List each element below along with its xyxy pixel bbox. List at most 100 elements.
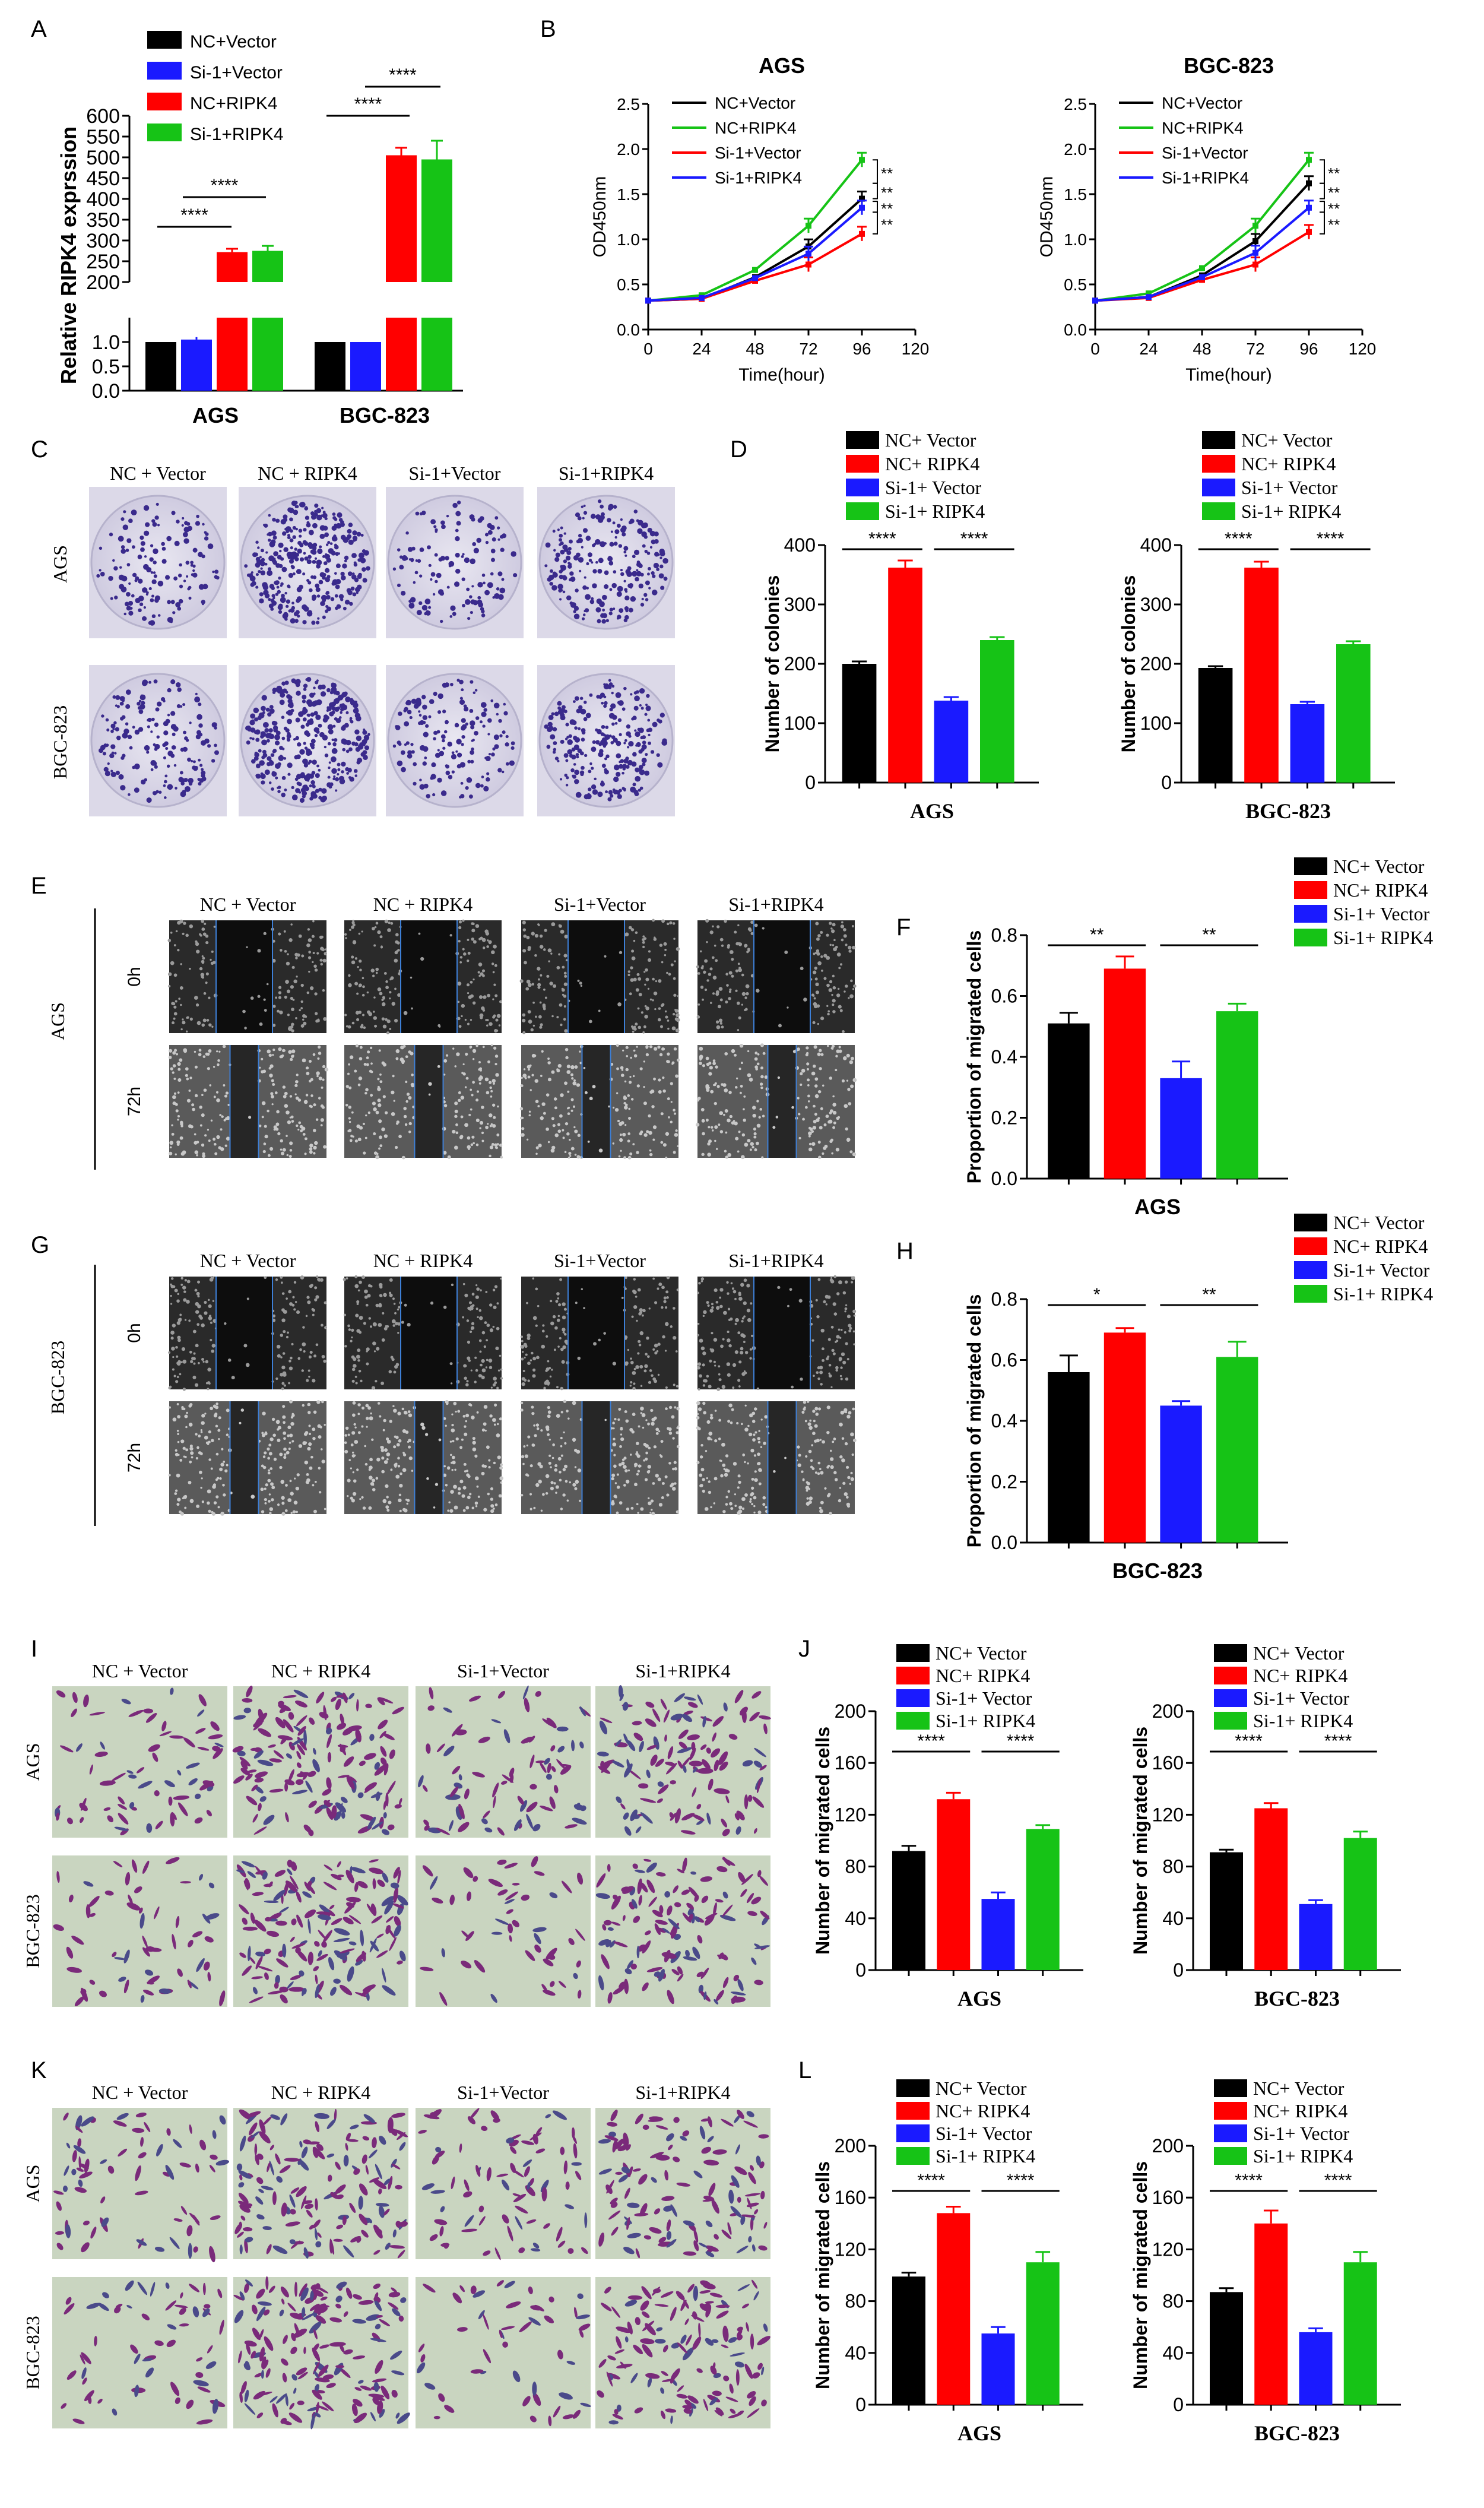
cell (839, 963, 843, 966)
colony (575, 588, 579, 593)
cell (710, 1090, 714, 1094)
colony (645, 598, 649, 601)
cell (218, 1146, 221, 1150)
cell (395, 1049, 400, 1053)
cell (848, 1323, 852, 1328)
cell (740, 1085, 743, 1088)
colony (341, 726, 346, 731)
colony (165, 575, 170, 580)
cell (816, 952, 820, 956)
colony (268, 597, 271, 601)
cell (290, 1421, 294, 1426)
colony (448, 560, 455, 567)
cell (535, 1356, 540, 1360)
cell (654, 1008, 657, 1011)
cell (548, 960, 550, 962)
cell (271, 1498, 274, 1502)
cell (706, 979, 709, 982)
cell (826, 1005, 829, 1007)
colony (277, 736, 280, 740)
cell (808, 1126, 811, 1130)
cell (562, 1315, 566, 1320)
colony (331, 710, 335, 714)
cell (483, 1345, 487, 1348)
colony (321, 684, 326, 690)
colony (120, 785, 126, 791)
cell (452, 1440, 455, 1443)
cell (832, 1126, 835, 1129)
colony (638, 727, 644, 733)
cell (552, 1443, 555, 1446)
cell (481, 1131, 484, 1135)
colony (309, 718, 313, 722)
colony (595, 607, 601, 613)
colony (263, 524, 266, 527)
cell (540, 974, 543, 977)
cell (849, 1326, 852, 1330)
sig-label: **** (1225, 529, 1252, 549)
scratch-gap (216, 920, 272, 1033)
cell (394, 1018, 398, 1023)
cell (482, 946, 486, 949)
cell (718, 1018, 723, 1022)
colony (600, 541, 605, 547)
cell (725, 1131, 728, 1134)
cell (475, 1505, 478, 1508)
colony (307, 581, 312, 585)
colony (166, 764, 170, 768)
cell (393, 1303, 396, 1305)
cell (375, 1477, 379, 1480)
cell (554, 1133, 559, 1138)
cell (399, 1484, 403, 1488)
colony (487, 530, 493, 535)
colony (419, 547, 424, 552)
cell (291, 1054, 294, 1058)
cell (708, 1072, 712, 1076)
colony (316, 508, 322, 514)
scratch-gap (414, 1045, 443, 1158)
sig-bracket (1320, 159, 1325, 184)
cell (177, 1293, 180, 1296)
cell (696, 1334, 699, 1337)
cell (844, 1310, 846, 1313)
cell (560, 1454, 563, 1457)
colony (470, 680, 474, 684)
legend-swatch (147, 31, 182, 49)
cell (214, 1405, 219, 1410)
colony (108, 575, 113, 581)
cell (814, 952, 817, 954)
cell (351, 1021, 355, 1025)
cell (202, 1055, 206, 1058)
colony (479, 720, 483, 724)
cell (265, 1483, 268, 1487)
colony (574, 770, 580, 775)
row-label: AGS (49, 545, 71, 583)
colony (344, 599, 350, 605)
colony (115, 770, 121, 775)
cell (205, 981, 208, 984)
cell (286, 989, 291, 993)
cell (344, 933, 347, 936)
colony (113, 721, 117, 725)
cell (658, 1007, 661, 1010)
colony (567, 564, 572, 569)
colony (392, 744, 397, 748)
cell (305, 1315, 308, 1318)
cell (632, 1030, 635, 1033)
colony (319, 525, 326, 531)
cell (584, 1091, 588, 1094)
y-tick-label: 1.5 (617, 185, 640, 204)
colony (315, 714, 321, 720)
cell (631, 956, 636, 961)
cell (452, 1461, 456, 1465)
cell (428, 1082, 432, 1086)
cell (632, 1413, 636, 1416)
cell (824, 1144, 828, 1148)
bar (386, 155, 417, 282)
colony (642, 735, 646, 740)
colony (326, 558, 331, 563)
cell (352, 1413, 356, 1417)
cell (272, 1048, 275, 1052)
colony (313, 512, 318, 517)
cell (564, 1029, 568, 1033)
